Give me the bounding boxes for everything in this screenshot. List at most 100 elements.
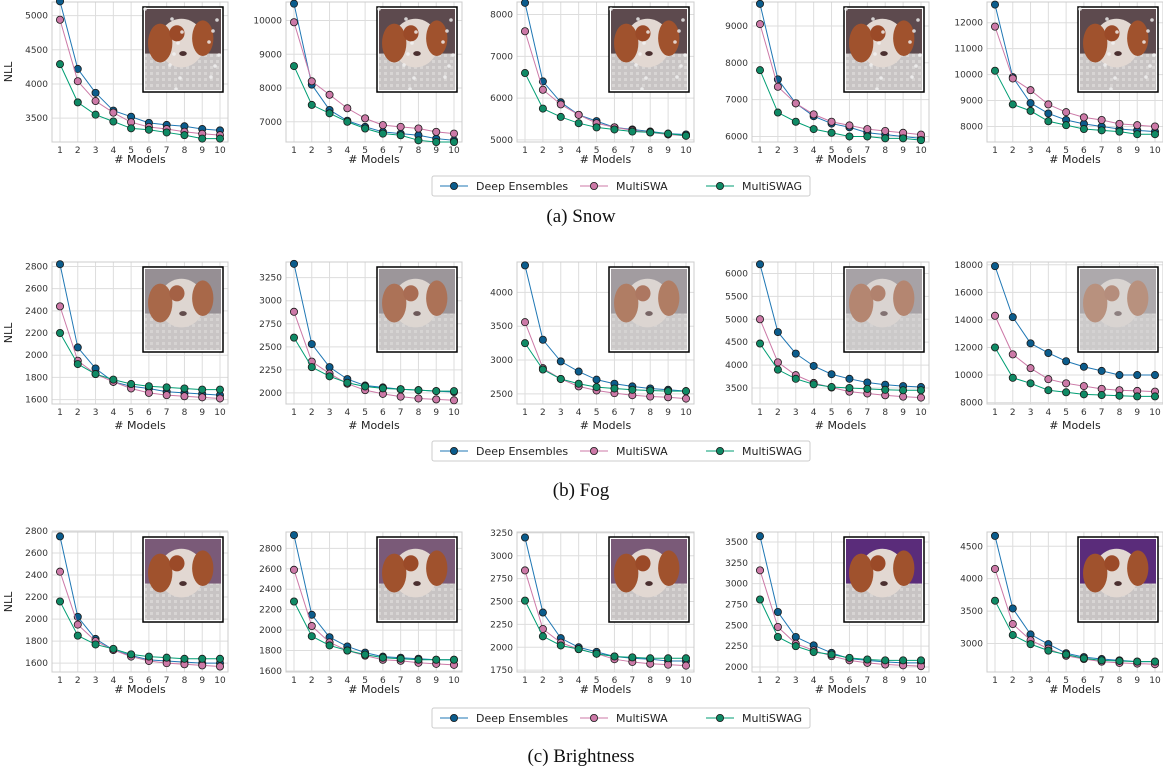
y-tick-label: 2500 xyxy=(490,390,513,400)
x-tick-label: 10 xyxy=(214,408,226,418)
data-point xyxy=(756,67,763,74)
y-tick-label: 3250 xyxy=(259,274,282,284)
inset-snow-flake xyxy=(443,75,447,79)
data-point xyxy=(756,0,763,7)
inset-snow-flake xyxy=(1107,52,1111,56)
inset-snow-flake xyxy=(209,75,213,79)
x-tick-label: 1 xyxy=(522,146,528,156)
x-tick-label: 8 xyxy=(647,676,653,686)
data-point xyxy=(1063,358,1070,365)
y-tick-label: 2200 xyxy=(259,606,282,616)
inset-ear-left xyxy=(614,554,638,593)
inset-snow-flake xyxy=(869,63,873,67)
data-point xyxy=(163,392,170,399)
y-tick-label: 5000 xyxy=(25,12,48,22)
chart-panel: 1 2 3 4 5 6 7 8 9 1070008000900010000# Models xyxy=(253,0,462,166)
data-point xyxy=(1009,620,1016,627)
y-tick-label: 5000 xyxy=(490,136,513,146)
data-point xyxy=(521,567,528,574)
chart-panel: 1 2 3 4 5 6 7 8 9 102000225025002750300032503500#… xyxy=(725,532,929,696)
inset-snow-flake xyxy=(377,7,381,11)
data-point xyxy=(810,648,817,655)
y-tick-label: 9000 xyxy=(259,50,282,60)
data-point xyxy=(74,78,81,85)
y-axis-label: NLL xyxy=(2,591,15,612)
data-point xyxy=(774,328,781,335)
inset-ear-left xyxy=(1083,24,1107,63)
data-point xyxy=(557,113,564,120)
data-point xyxy=(864,385,871,392)
x-tick-label: 2 xyxy=(540,408,546,418)
data-point xyxy=(92,370,99,377)
data-point xyxy=(682,655,689,662)
data-point xyxy=(199,394,206,401)
data-point xyxy=(199,135,206,142)
data-point xyxy=(917,137,924,144)
data-point xyxy=(379,654,386,661)
data-point xyxy=(290,566,297,573)
data-point xyxy=(882,386,889,393)
data-point xyxy=(290,598,297,605)
y-tick-label: 2000 xyxy=(490,643,513,653)
data-point xyxy=(1098,657,1105,664)
data-point xyxy=(74,344,81,351)
legend: Deep Ensembles MultiSWA MultiSWAG xyxy=(432,441,810,461)
y-tick-label: 2750 xyxy=(490,575,513,585)
plot-area: 1 2 3 4 5 6 7 8 9 103500400045005000# ModelsNLL1 2… xyxy=(2,0,1163,728)
data-point xyxy=(1080,125,1087,132)
data-point xyxy=(290,19,297,26)
data-point xyxy=(539,366,546,373)
data-point xyxy=(756,261,763,268)
data-point xyxy=(362,115,369,122)
y-tick-label: 11000 xyxy=(954,45,983,55)
inset-snow-flake xyxy=(875,87,879,91)
data-point xyxy=(647,655,654,662)
inset-eye-patch xyxy=(870,555,885,571)
data-point xyxy=(1045,387,1052,394)
data-point xyxy=(1009,374,1016,381)
y-tick-label: 2250 xyxy=(490,620,513,630)
y-tick-label: 2250 xyxy=(725,642,748,652)
x-tick-label: 1 xyxy=(57,146,63,156)
data-point xyxy=(521,319,528,326)
data-point xyxy=(326,110,333,117)
x-tick-label: 1 xyxy=(992,408,998,418)
data-point xyxy=(900,135,907,142)
data-point xyxy=(846,122,853,129)
inset-snow-flake xyxy=(877,41,881,45)
chart-panel: 1 2 3 4 5 6 7 8 9 10200022502500275030003250# Mod… xyxy=(259,260,462,432)
data-point xyxy=(647,387,654,394)
data-point xyxy=(1063,122,1070,129)
data-point xyxy=(1009,351,1016,358)
data-point xyxy=(557,358,564,365)
data-point xyxy=(1116,657,1123,664)
dog-inset-image xyxy=(844,267,924,352)
y-tick-label: 2600 xyxy=(259,565,282,575)
inset-ear-left xyxy=(148,24,172,63)
y-tick-label: 4000 xyxy=(490,288,513,298)
dog-inset-image xyxy=(609,537,689,622)
data-point xyxy=(810,381,817,388)
data-point xyxy=(110,376,117,383)
dog-inset-image xyxy=(844,7,924,92)
data-point xyxy=(74,632,81,639)
data-point xyxy=(344,105,351,112)
data-point xyxy=(56,303,63,310)
data-point xyxy=(756,316,763,323)
data-point xyxy=(611,126,618,133)
x-tick-label: 2 xyxy=(75,676,81,686)
data-point xyxy=(521,69,528,76)
data-point xyxy=(774,623,781,630)
x-axis-label: # Models xyxy=(1049,419,1101,432)
data-point xyxy=(756,567,763,574)
data-point xyxy=(1027,100,1034,107)
data-point xyxy=(415,137,422,144)
data-point xyxy=(1151,123,1158,130)
y-tick-label: 2200 xyxy=(25,329,48,339)
data-point xyxy=(665,388,672,395)
data-point xyxy=(1009,605,1016,612)
x-tick-label: 5 xyxy=(829,408,835,418)
data-point xyxy=(128,651,135,658)
data-point xyxy=(433,128,440,135)
data-point xyxy=(1116,120,1123,127)
